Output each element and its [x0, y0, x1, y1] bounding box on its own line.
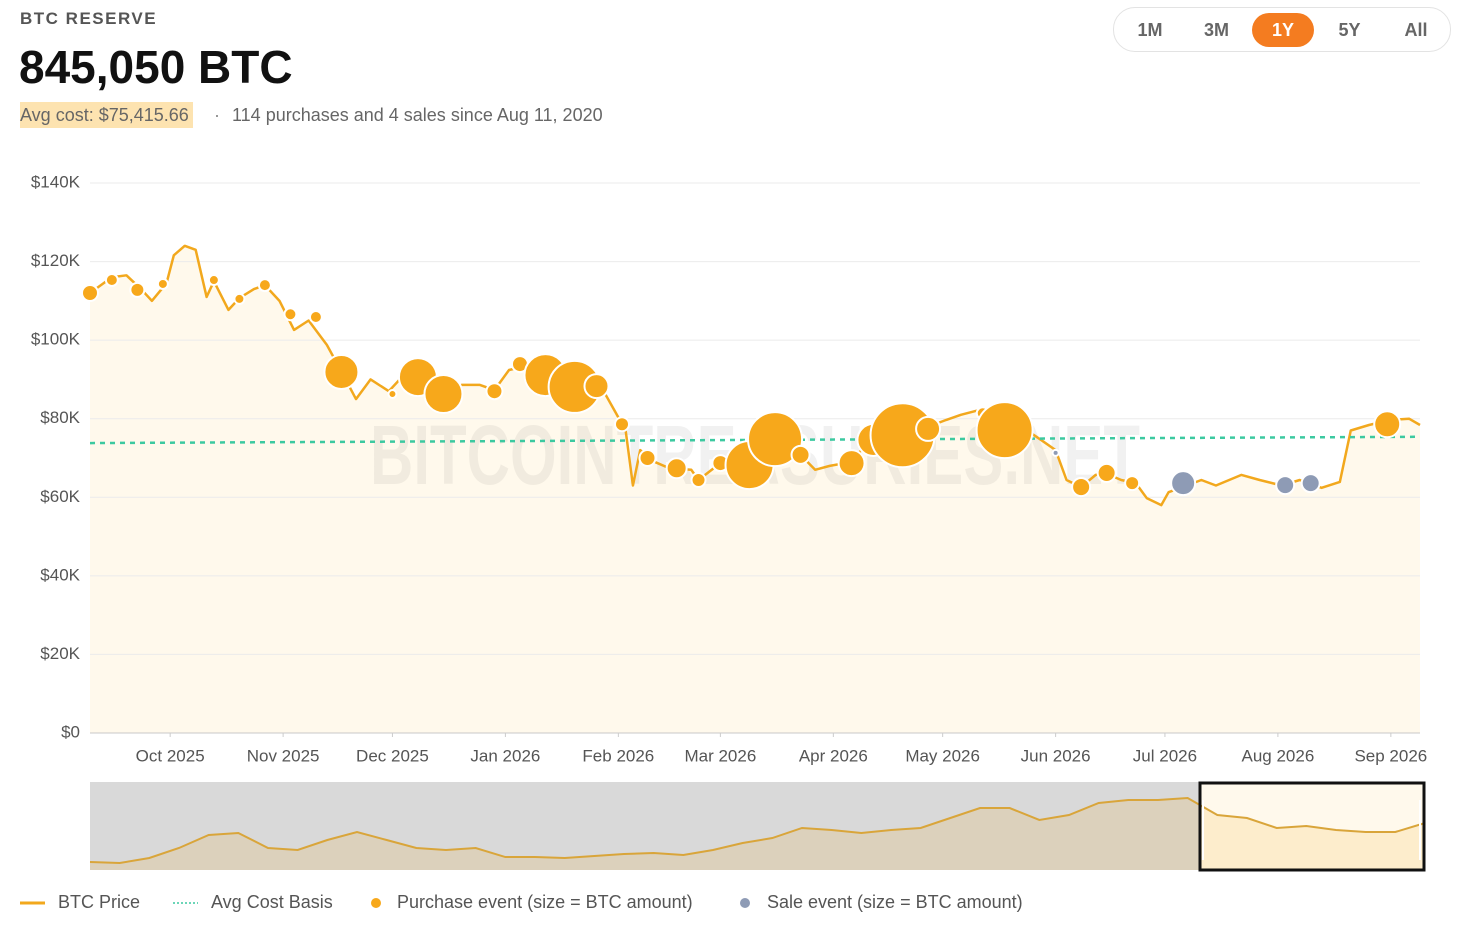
purchase-bubble — [711, 454, 730, 473]
price-area — [90, 245, 1420, 733]
reserve-label: BTC RESERVE — [20, 9, 158, 28]
navigator-area — [90, 797, 1425, 870]
range-button[interactable]: 1M — [1137, 20, 1163, 40]
reserve-amount: 845,050 BTC — [19, 41, 293, 93]
purchase-bubble — [129, 281, 146, 298]
x-tick-label: Mar 2026 — [684, 746, 756, 765]
legend-swatch — [740, 898, 750, 908]
purchase-bubble — [1373, 410, 1402, 439]
purchase-bubble — [915, 415, 942, 442]
summary: 114 purchases and 4 sales since Aug 11, … — [232, 105, 603, 125]
purchase-bubble — [104, 273, 119, 288]
purchase-bubble — [1096, 462, 1117, 483]
purchase-bubble — [975, 401, 1034, 460]
range-button[interactable]: 5Y — [1338, 20, 1361, 40]
y-tick-label: $140K — [31, 172, 81, 191]
x-tick-label: Jan 2026 — [470, 746, 540, 765]
legend-label: Purchase event (size = BTC amount) — [397, 892, 693, 912]
purchase-bubble — [387, 388, 398, 399]
price-line — [89, 244, 1421, 507]
purchase-bubble — [485, 382, 504, 401]
avg-cost-line — [89, 435, 1421, 445]
range-button[interactable]: All — [1404, 20, 1428, 40]
sale-bubble — [1300, 473, 1321, 494]
purchase-bubble — [233, 292, 246, 305]
sale-bubble — [1275, 475, 1296, 496]
separator: · — [214, 105, 220, 125]
navigator-line — [89, 796, 1426, 865]
range-button[interactable]: 3M — [1203, 20, 1229, 40]
purchase-bubble — [837, 449, 866, 478]
x-tick-label: Oct 2025 — [136, 746, 205, 765]
purchase-bubble — [975, 406, 990, 421]
x-tick-label: Jun 2026 — [1021, 746, 1091, 765]
purchase-bubble — [81, 284, 99, 302]
y-tick-label: $120K — [31, 251, 81, 270]
y-tick-label: $0 — [61, 722, 80, 741]
purchase-bubble — [397, 357, 438, 398]
x-tick-label: Nov 2025 — [247, 746, 320, 765]
navigator-bg — [90, 782, 1425, 870]
y-tick-label: $100K — [31, 330, 81, 349]
watermark: BITCOINTREASURIES.NET — [370, 408, 1140, 502]
x-tick-label: Sep 2026 — [1354, 746, 1427, 765]
purchase-bubble — [207, 274, 220, 287]
navigator-window — [1200, 782, 1425, 870]
navigator-handle — [1419, 800, 1421, 860]
navigator-frame — [1198, 781, 1426, 872]
avg-cost: Avg cost: $75,415.66 — [20, 102, 193, 128]
purchase-bubble — [638, 449, 657, 467]
y-tick-label: $60K — [40, 487, 80, 506]
x-tick-label: Jul 2026 — [1133, 746, 1197, 765]
purchase-bubble — [1124, 475, 1141, 492]
legend-swatch — [371, 898, 381, 908]
legend-label: Sale event (size = BTC amount) — [767, 892, 1023, 912]
purchase-bubble — [747, 411, 804, 468]
x-tick-label: Dec 2025 — [356, 746, 429, 765]
range-button[interactable]: 1Y — [1252, 13, 1314, 47]
purchase-bubble — [1071, 477, 1092, 498]
x-tick-label: Feb 2026 — [582, 746, 654, 765]
purchase-bubble — [724, 440, 775, 491]
x-tick-label: Apr 2026 — [799, 746, 868, 765]
purchase-bubble — [156, 277, 169, 290]
range-selector: 1M 3M 1Y 5Y All — [1113, 7, 1451, 52]
legend-label: BTC Price — [58, 892, 140, 912]
sale-bubble — [1170, 470, 1197, 497]
purchase-bubble — [283, 307, 298, 322]
navigator-handle — [1202, 800, 1204, 860]
purchase-bubble — [257, 278, 272, 293]
x-tick-label: May 2026 — [905, 746, 980, 765]
purchase-bubble — [323, 353, 360, 390]
purchase-bubble — [547, 359, 602, 414]
legend-label: Avg Cost Basis — [211, 892, 333, 912]
y-tick-label: $80K — [40, 408, 80, 427]
y-tick-label: $20K — [40, 644, 80, 663]
x-tick-label: Aug 2026 — [1241, 746, 1314, 765]
purchase-bubble — [690, 471, 707, 489]
purchase-bubble — [856, 422, 891, 457]
sale-bubble — [1051, 448, 1060, 457]
purchase-bubble — [423, 373, 464, 414]
purchase-bubble — [523, 353, 568, 398]
purchase-bubble — [665, 457, 688, 480]
purchase-bubble — [790, 444, 811, 465]
y-tick-label: $40K — [40, 565, 80, 584]
purchase-bubble — [583, 373, 610, 400]
purchase-bubble — [510, 355, 529, 374]
purchase-bubble — [308, 309, 323, 324]
purchase-bubble — [869, 402, 936, 469]
purchase-bubble — [613, 416, 631, 433]
